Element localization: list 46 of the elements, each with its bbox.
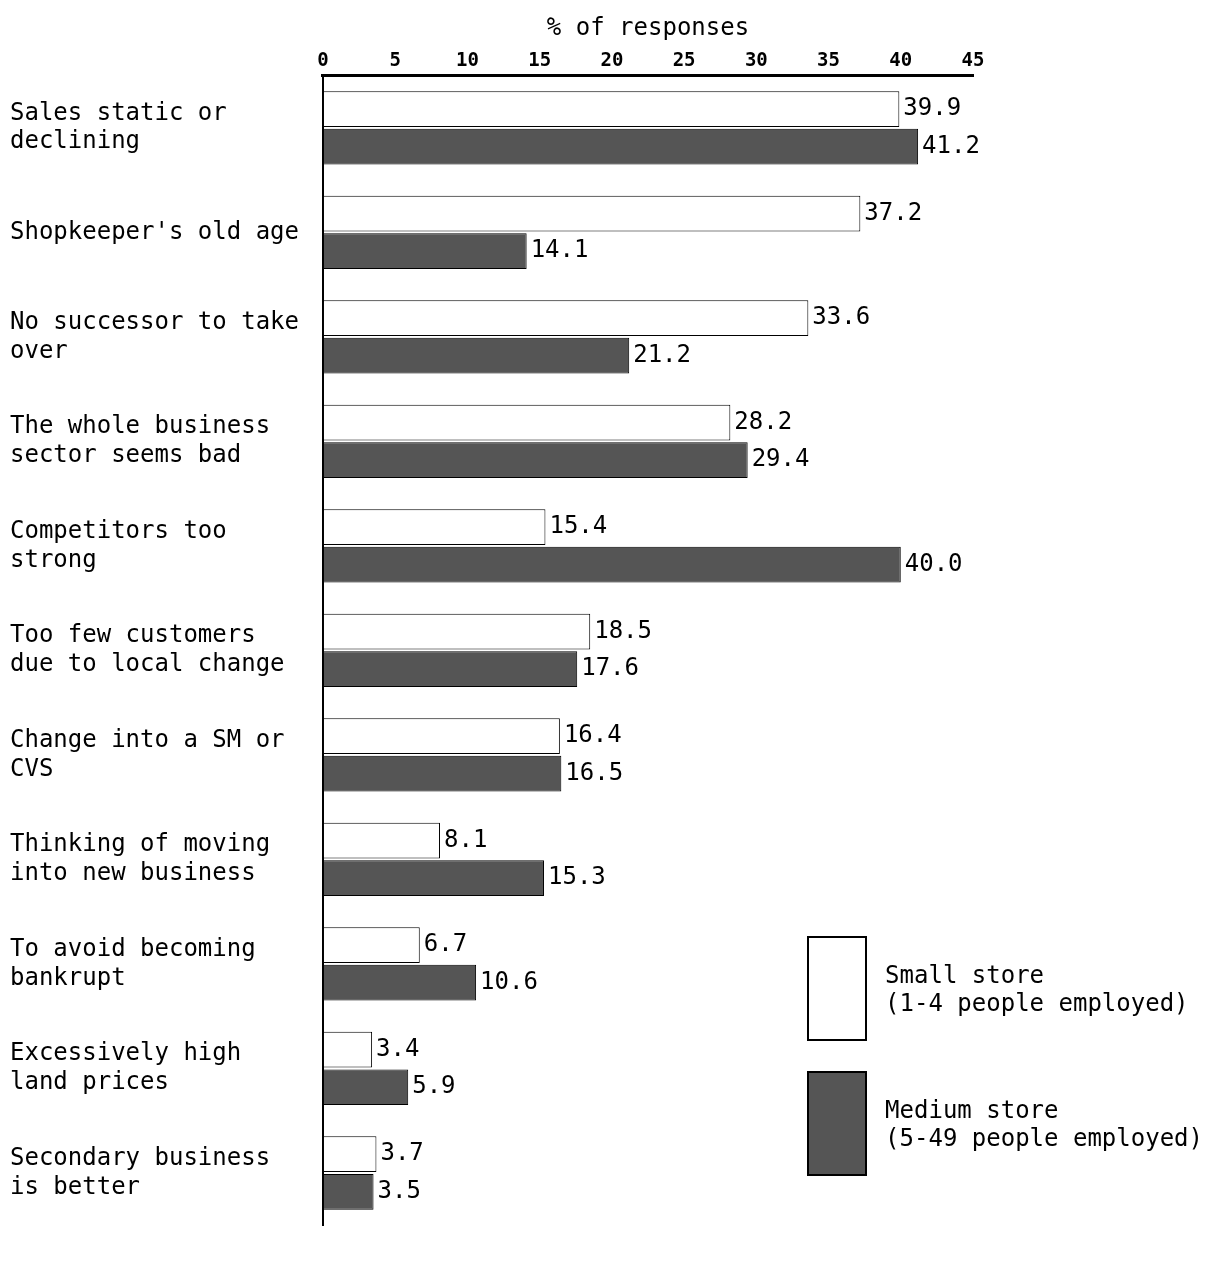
y-tick-label: Thinking of moving into new business [10,829,271,887]
text: Small store (1-4 people employed) [885,960,1189,1017]
y-tick-label: Too few customers due to local change [10,620,285,678]
y-tick-label: Shopkeeper's old age [10,216,299,245]
x-tick-label: 20 [600,48,624,71]
data-label: 15.3 [547,862,606,891]
data-label: 39.9 [903,93,962,122]
y-tick-label: Sales static or declining [10,97,227,155]
x-tick-label: 40 [889,48,913,71]
x-tick-label: 5 [389,48,401,71]
x-tick-label: 35 [817,48,840,71]
data-label: 41.2 [922,130,980,159]
data-label: 15.4 [549,511,608,540]
data-label: 3.7 [380,1138,424,1167]
x-tick-label: 45 [961,48,985,71]
data-label: 18.5 [594,615,653,644]
data-label: 28.2 [734,406,793,435]
x-tick-label: 0 [317,48,329,71]
x-tick-label: 25 [672,48,696,71]
y-tick-label: The whole business sector seems bad [10,411,271,469]
data-label: 37.2 [864,197,923,226]
x-tick-label: 15 [528,48,552,71]
y-tick-label: Excessively high land prices [10,1038,242,1096]
x-tick-label: 30 [744,48,768,71]
y-tick-label: To avoid becoming bankrupt [10,933,256,991]
data-label: 6.7 [423,929,468,958]
data-label: 16.4 [563,720,622,749]
x-tick-label: 10 [455,48,479,71]
text: Medium store (5-49 people employed) [885,1095,1203,1152]
data-label: 16.5 [565,757,624,786]
data-label: 21.2 [633,339,692,368]
data-label: 14.1 [530,235,589,264]
data-label: 40.0 [904,548,963,577]
data-label: 17.6 [581,653,640,682]
y-tick-label: Change into a SM or CVS [10,724,285,782]
data-label: 33.6 [812,302,871,331]
data-label: 8.1 [443,824,488,853]
y-tick-label: No successor to take over [10,306,299,364]
data-label: 3.5 [377,1175,421,1204]
x-axis-title: % of responses [546,12,750,41]
data-label: 29.4 [751,444,810,473]
data-label: 3.4 [376,1033,420,1062]
data-label: 5.9 [412,1071,456,1100]
y-tick-label: Secondary business is better [10,1142,271,1200]
y-tick-label: Competitors too strong [10,515,227,573]
data-label: 10.6 [480,966,538,995]
